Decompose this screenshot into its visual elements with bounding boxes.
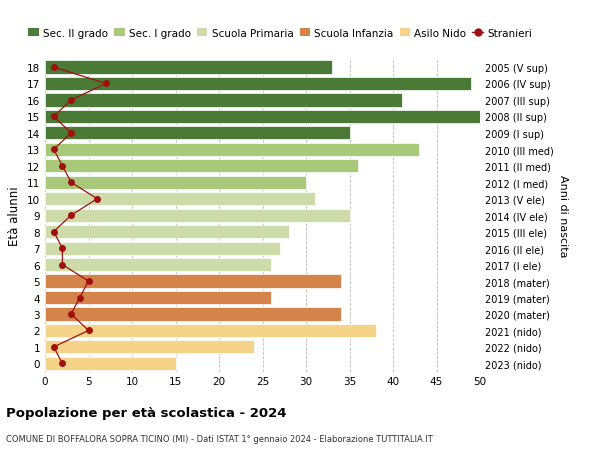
- Bar: [45, 127, 350, 140]
- Y-axis label: Età alunni: Età alunni: [8, 186, 22, 246]
- Bar: [45, 258, 271, 272]
- Bar: [45, 94, 402, 107]
- Bar: [45, 225, 289, 239]
- Bar: [45, 193, 315, 206]
- Text: Popolazione per età scolastica - 2024: Popolazione per età scolastica - 2024: [6, 406, 287, 419]
- Bar: [45, 242, 280, 255]
- Bar: [45, 111, 480, 124]
- Bar: [45, 341, 254, 354]
- Text: COMUNE DI BOFFALORA SOPRA TICINO (MI) - Dati ISTAT 1° gennaio 2024 - Elaborazion: COMUNE DI BOFFALORA SOPRA TICINO (MI) - …: [6, 434, 433, 443]
- Bar: [45, 275, 341, 288]
- Bar: [45, 78, 472, 91]
- Bar: [45, 291, 271, 304]
- Bar: [45, 144, 419, 157]
- Bar: [45, 160, 358, 173]
- Bar: [45, 324, 376, 337]
- Bar: [45, 308, 341, 321]
- Bar: [45, 62, 332, 74]
- Bar: [45, 176, 306, 190]
- Legend: Sec. II grado, Sec. I grado, Scuola Primaria, Scuola Infanzia, Asilo Nido, Stran: Sec. II grado, Sec. I grado, Scuola Prim…: [24, 24, 536, 43]
- Bar: [45, 357, 176, 370]
- Y-axis label: Anni di nascita: Anni di nascita: [557, 174, 568, 257]
- Bar: [45, 209, 350, 222]
